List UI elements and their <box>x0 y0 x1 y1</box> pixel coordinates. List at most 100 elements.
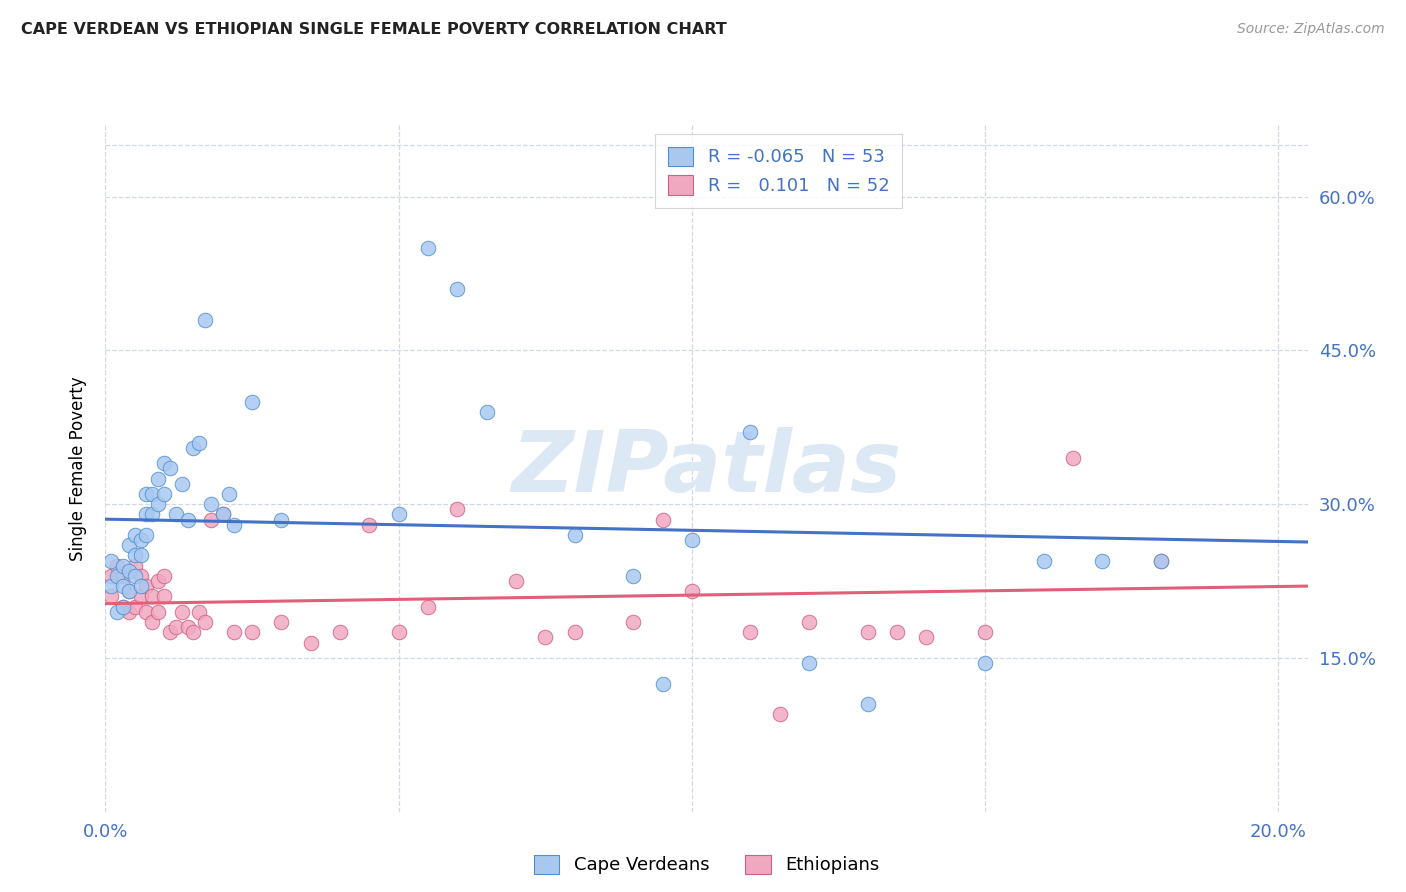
Point <box>797 615 820 629</box>
Point <box>856 625 879 640</box>
Point <box>651 512 673 526</box>
Point <box>124 599 146 614</box>
Point <box>118 584 141 599</box>
Point <box>359 517 381 532</box>
Point <box>118 605 141 619</box>
Point <box>112 569 135 583</box>
Point <box>141 590 163 604</box>
Point <box>388 508 411 522</box>
Point <box>211 508 233 522</box>
Point <box>124 558 146 573</box>
Point <box>141 508 163 522</box>
Point <box>886 625 908 640</box>
Point <box>129 533 152 547</box>
Point <box>170 476 193 491</box>
Point <box>1091 553 1114 567</box>
Point <box>1150 553 1173 567</box>
Point <box>240 394 263 409</box>
Point <box>135 528 157 542</box>
Point <box>856 697 879 711</box>
Point <box>135 508 157 522</box>
Point <box>153 590 176 604</box>
Point <box>135 579 157 593</box>
Point <box>118 564 141 578</box>
Point <box>153 487 176 501</box>
Point <box>148 574 170 588</box>
Point <box>416 599 439 614</box>
Point <box>270 615 292 629</box>
Point <box>740 425 762 440</box>
Point <box>112 599 135 614</box>
Point <box>475 405 498 419</box>
Point <box>211 508 233 522</box>
Point <box>188 605 211 619</box>
Point <box>564 625 586 640</box>
Point <box>153 569 176 583</box>
Point <box>129 579 152 593</box>
Point <box>446 502 468 516</box>
Point <box>974 656 997 670</box>
Point <box>124 528 146 542</box>
Point <box>148 605 170 619</box>
Point <box>915 631 938 645</box>
Point <box>129 569 152 583</box>
Point <box>1032 553 1054 567</box>
Point <box>129 590 152 604</box>
Point <box>240 625 263 640</box>
Point <box>183 625 205 640</box>
Point <box>165 508 187 522</box>
Point <box>118 538 141 552</box>
Point <box>505 574 527 588</box>
Point <box>124 549 146 563</box>
Point <box>534 631 557 645</box>
Point <box>100 579 122 593</box>
Point <box>651 676 673 690</box>
Point <box>105 558 128 573</box>
Point <box>100 553 122 567</box>
Point <box>148 471 170 485</box>
Point <box>183 441 205 455</box>
Point <box>218 487 240 501</box>
Point <box>194 312 217 326</box>
Point <box>153 456 176 470</box>
Point <box>224 517 246 532</box>
Point <box>176 512 198 526</box>
Point <box>769 707 792 722</box>
Point <box>446 282 468 296</box>
Point <box>416 241 439 255</box>
Point <box>188 435 211 450</box>
Point <box>105 569 128 583</box>
Point <box>621 615 644 629</box>
Point <box>564 528 586 542</box>
Point <box>112 558 135 573</box>
Point <box>194 615 217 629</box>
Point <box>797 656 820 670</box>
Point <box>141 487 163 501</box>
Text: ZIPatlas: ZIPatlas <box>512 426 901 510</box>
Text: Source: ZipAtlas.com: Source: ZipAtlas.com <box>1237 22 1385 37</box>
Point <box>100 569 122 583</box>
Text: CAPE VERDEAN VS ETHIOPIAN SINGLE FEMALE POVERTY CORRELATION CHART: CAPE VERDEAN VS ETHIOPIAN SINGLE FEMALE … <box>21 22 727 37</box>
Point <box>299 635 322 649</box>
Point <box>105 605 128 619</box>
Point <box>159 625 181 640</box>
Point <box>200 497 222 511</box>
Point <box>270 512 292 526</box>
Point <box>176 620 198 634</box>
Point <box>329 625 352 640</box>
Legend: Cape Verdeans, Ethiopians: Cape Verdeans, Ethiopians <box>527 847 886 881</box>
Point <box>681 584 703 599</box>
Point <box>100 590 122 604</box>
Point <box>224 625 246 640</box>
Point <box>112 599 135 614</box>
Point <box>200 512 222 526</box>
Point <box>388 625 411 640</box>
Point <box>124 569 146 583</box>
Point <box>681 533 703 547</box>
Point <box>740 625 762 640</box>
Point <box>1150 553 1173 567</box>
Point <box>1062 451 1084 466</box>
Point <box>129 549 152 563</box>
Point <box>621 569 644 583</box>
Point <box>170 605 193 619</box>
